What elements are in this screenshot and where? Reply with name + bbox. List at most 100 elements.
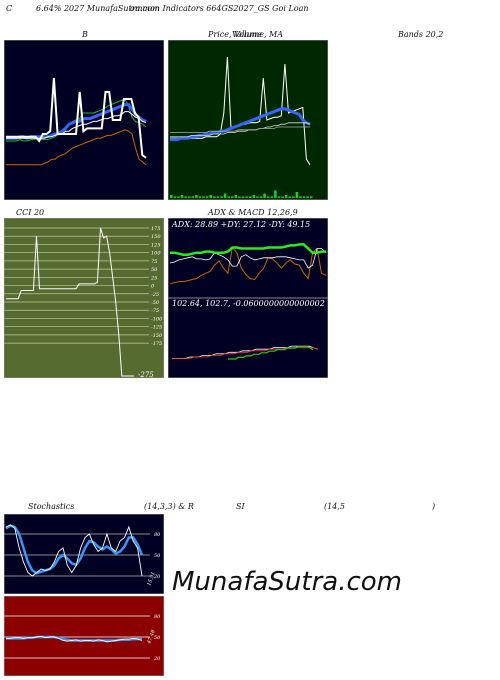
bands-title: Bands 20,2: [398, 30, 444, 39]
volume-bar: [277, 196, 281, 198]
watermark: MunafaSutra.com: [172, 567, 403, 597]
volume-bar: [173, 196, 177, 198]
volume-bar: [177, 196, 180, 198]
volume-bar: [202, 196, 205, 198]
rsi-last-value: 47.48: [146, 629, 157, 645]
volume-bar: [223, 193, 227, 198]
price-ma-overlap: Volume: [232, 30, 262, 39]
rsi-params: (14,5: [324, 502, 345, 511]
cci-tick-label: -75: [151, 308, 159, 314]
stoch-k-line: [5, 524, 143, 577]
stoch-title: Stochastics: [28, 502, 75, 511]
rsi-tick-label: 20: [153, 656, 161, 662]
cci-tick-label: -150: [151, 333, 163, 339]
volume-bar: [310, 196, 313, 198]
cci-tick-label: -125: [151, 325, 162, 331]
volume-bar: [198, 196, 202, 198]
stoch-tick-label: 80: [154, 532, 161, 538]
volume-bar: [284, 195, 288, 198]
rsi-chart: 80 50 20 47.48: [3, 595, 165, 677]
volume-bar: [306, 196, 309, 198]
price-ma-slow: [170, 126, 310, 133]
volume-bar: [302, 196, 306, 198]
cci-title: CCI 20: [16, 208, 45, 217]
rsi-params-close: ): [432, 502, 436, 511]
volume-bar: [220, 196, 223, 198]
cci-tick-label: 100: [151, 251, 161, 257]
cci-tick-label: 0: [151, 284, 155, 290]
rsi-panel: 80 50 20 47.48: [3, 595, 165, 677]
price-ma-panel: [167, 39, 329, 201]
bollinger-series-4: [6, 129, 147, 166]
cci-tick-label: 25: [150, 275, 157, 281]
volume-bar: [241, 196, 245, 198]
bollinger-chart: [3, 39, 165, 201]
price-ma-mid: [170, 122, 311, 138]
volume-bar: [205, 196, 209, 198]
volume-bar: [238, 196, 241, 198]
cci-tick-label: 150: [151, 234, 161, 240]
bollinger-price-line: [6, 77, 147, 159]
price-ma-chart: [167, 39, 329, 201]
volume-bar: [288, 196, 291, 198]
volume-bar: [170, 195, 173, 198]
volume-bar: [252, 195, 256, 198]
volume-bar: [227, 196, 230, 198]
stoch-last-value: 15.91: [146, 571, 157, 587]
stoch-tick-label: 20: [153, 574, 161, 580]
price-ma-title: Price, Volume, MA: [208, 30, 284, 39]
macd-panel: [167, 297, 329, 379]
macd-green-line: [228, 345, 314, 360]
cci-tick-label: 125: [151, 242, 161, 248]
adx-panel: [167, 217, 329, 299]
cci-tick-label: -175: [151, 341, 162, 347]
volume-bar: [209, 195, 212, 198]
cci-tick-label: -25: [151, 292, 159, 298]
stoch-d-line: [5, 524, 144, 575]
volume-bar: [299, 196, 302, 198]
stoch-panel: 80 50 20 15.91: [3, 513, 165, 595]
volume-bar: [184, 196, 187, 198]
adx-macd-title: ADX & MACD 12,26,9: [208, 208, 298, 217]
volume-bar: [195, 195, 198, 198]
cci-tick-label: -100: [151, 316, 163, 322]
rsi-tick-label: 80: [154, 614, 161, 620]
volume-bar: [292, 196, 295, 198]
volume-bar: [281, 196, 284, 198]
adx-readout: ADX: 28.89 +DY: 27.12 -DY: 49.15: [172, 220, 311, 229]
volume-bar: [259, 196, 263, 198]
bollinger-title: B: [82, 30, 88, 39]
rsi-line: [6, 635, 143, 643]
volume-bar: [245, 196, 248, 198]
stoch-params: (14,3,3) & R: [144, 502, 194, 511]
cci-panel: 175 150 125 100 75 50 25 0 -25 -50 -75 -100 -125 -150…: [3, 217, 165, 379]
cci-tick-label: 50: [151, 267, 158, 273]
adx-plus-dy: [169, 248, 327, 269]
volume-bar: [263, 193, 266, 198]
volume-bar: [180, 195, 184, 198]
volume-bar: [213, 196, 216, 198]
rsi-tick-label: 50: [154, 635, 161, 641]
cci-line: [6, 227, 134, 377]
header-left: C: [6, 4, 13, 13]
volume-bar: [234, 195, 238, 198]
bollinger-panel: [3, 39, 165, 201]
rsi-title: SI: [236, 502, 245, 511]
adx-chart: [167, 217, 329, 299]
header-site: 6.64% 2027 MunafaSutra.com: [36, 4, 160, 13]
macd-chart: [167, 297, 329, 379]
cci-tick-label: -50: [151, 300, 160, 306]
volume-bar: [266, 196, 270, 198]
macd-readout: 102.64, 102.7, -0.0600000000000002: [172, 299, 325, 308]
volume-bar: [256, 196, 259, 198]
volume-bar: [248, 196, 252, 198]
adx-minus-dy: [169, 246, 327, 285]
volume-bar: [295, 192, 299, 198]
volume-bar: [231, 196, 234, 198]
cci-last-value: -275: [138, 371, 154, 378]
stoch-tick-label: 50: [154, 553, 161, 559]
volume-bar: [270, 196, 274, 198]
adx-line: [170, 243, 326, 256]
volume-bar: [191, 196, 195, 198]
